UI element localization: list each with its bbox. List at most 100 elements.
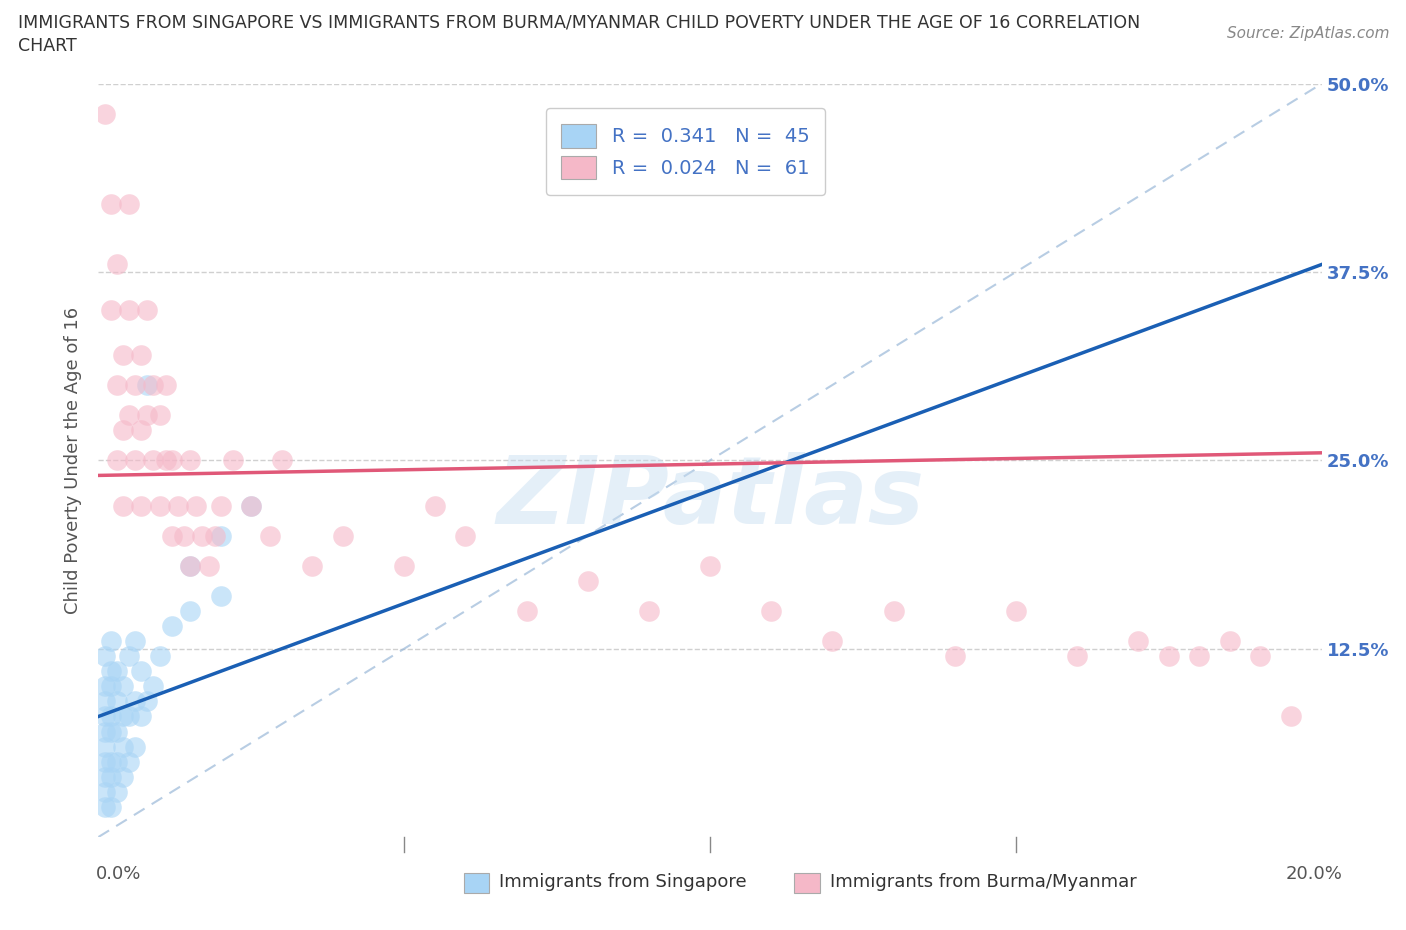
Point — [392, 558, 416, 573]
Point — [516, 604, 538, 618]
Point — [118, 407, 141, 422]
Point — [179, 453, 201, 468]
Point — [93, 694, 115, 709]
Point — [124, 694, 146, 709]
Legend: R =  0.341   N =  45, R =  0.024   N =  61: R = 0.341 N = 45, R = 0.024 N = 61 — [546, 109, 825, 194]
Point — [191, 528, 214, 543]
Point — [173, 528, 195, 543]
Text: IMMIGRANTS FROM SINGAPORE VS IMMIGRANTS FROM BURMA/MYANMAR CHILD POVERTY UNDER T: IMMIGRANTS FROM SINGAPORE VS IMMIGRANTS … — [18, 14, 1140, 32]
Point — [118, 649, 141, 664]
Point — [179, 558, 201, 573]
Point — [155, 378, 177, 392]
Point — [149, 649, 172, 664]
Point — [136, 407, 159, 422]
Text: ZIPatlas: ZIPatlas — [496, 452, 924, 544]
Point — [105, 257, 128, 272]
Point — [240, 498, 263, 513]
Point — [204, 528, 226, 543]
Point — [111, 679, 134, 694]
Point — [124, 739, 146, 754]
Point — [100, 197, 122, 212]
Point — [759, 604, 782, 618]
Point — [93, 800, 115, 815]
Point — [100, 633, 122, 648]
Point — [129, 664, 152, 679]
Point — [240, 498, 263, 513]
Point — [111, 498, 134, 513]
Point — [105, 754, 128, 769]
Point — [124, 633, 146, 648]
Point — [111, 769, 134, 784]
Point — [1004, 604, 1026, 618]
Point — [93, 679, 115, 694]
Text: CHART: CHART — [18, 37, 77, 55]
Point — [167, 498, 190, 513]
Point — [1157, 649, 1180, 664]
Text: Source: ZipAtlas.com: Source: ZipAtlas.com — [1226, 26, 1389, 41]
Y-axis label: Child Poverty Under the Age of 16: Child Poverty Under the Age of 16 — [65, 307, 83, 614]
Point — [136, 378, 159, 392]
Point — [699, 558, 721, 573]
Point — [301, 558, 323, 573]
Point — [576, 574, 599, 589]
Point — [160, 618, 183, 633]
Point — [105, 453, 128, 468]
Point — [186, 498, 208, 513]
Point — [179, 604, 201, 618]
Point — [100, 679, 122, 694]
Point — [100, 724, 122, 739]
Point — [93, 106, 115, 121]
Point — [454, 528, 477, 543]
Point — [111, 709, 134, 724]
Point — [637, 604, 661, 618]
Point — [222, 453, 245, 468]
Point — [179, 558, 201, 573]
Point — [142, 453, 165, 468]
Point — [209, 589, 232, 604]
Text: 0.0%: 0.0% — [96, 865, 141, 883]
Point — [1249, 649, 1271, 664]
Point — [160, 528, 183, 543]
Point — [100, 302, 122, 317]
Point — [93, 724, 115, 739]
Point — [332, 528, 354, 543]
Point — [160, 453, 183, 468]
Point — [136, 302, 159, 317]
Point — [93, 709, 115, 724]
Point — [100, 664, 122, 679]
Point — [423, 498, 446, 513]
Point — [105, 378, 128, 392]
Point — [124, 453, 146, 468]
Text: Immigrants from Burma/Myanmar: Immigrants from Burma/Myanmar — [830, 873, 1136, 891]
Point — [197, 558, 219, 573]
Point — [129, 423, 152, 438]
Point — [1066, 649, 1088, 664]
Point — [100, 800, 122, 815]
Point — [118, 709, 141, 724]
Point — [93, 739, 115, 754]
Point — [129, 709, 152, 724]
Point — [136, 694, 159, 709]
Point — [259, 528, 281, 543]
Point — [93, 769, 115, 784]
Point — [105, 724, 128, 739]
Point — [105, 784, 128, 799]
Point — [118, 302, 141, 317]
Point — [142, 679, 165, 694]
Point — [118, 754, 141, 769]
Point — [111, 348, 134, 363]
Point — [142, 378, 165, 392]
Point — [93, 754, 115, 769]
Point — [105, 694, 128, 709]
Point — [155, 453, 177, 468]
Text: 20.0%: 20.0% — [1286, 865, 1343, 883]
Point — [105, 664, 128, 679]
Point — [149, 498, 172, 513]
Point — [149, 407, 172, 422]
Point — [100, 769, 122, 784]
Point — [124, 378, 146, 392]
Point — [129, 348, 152, 363]
Point — [943, 649, 966, 664]
Point — [1279, 709, 1302, 724]
Point — [100, 754, 122, 769]
